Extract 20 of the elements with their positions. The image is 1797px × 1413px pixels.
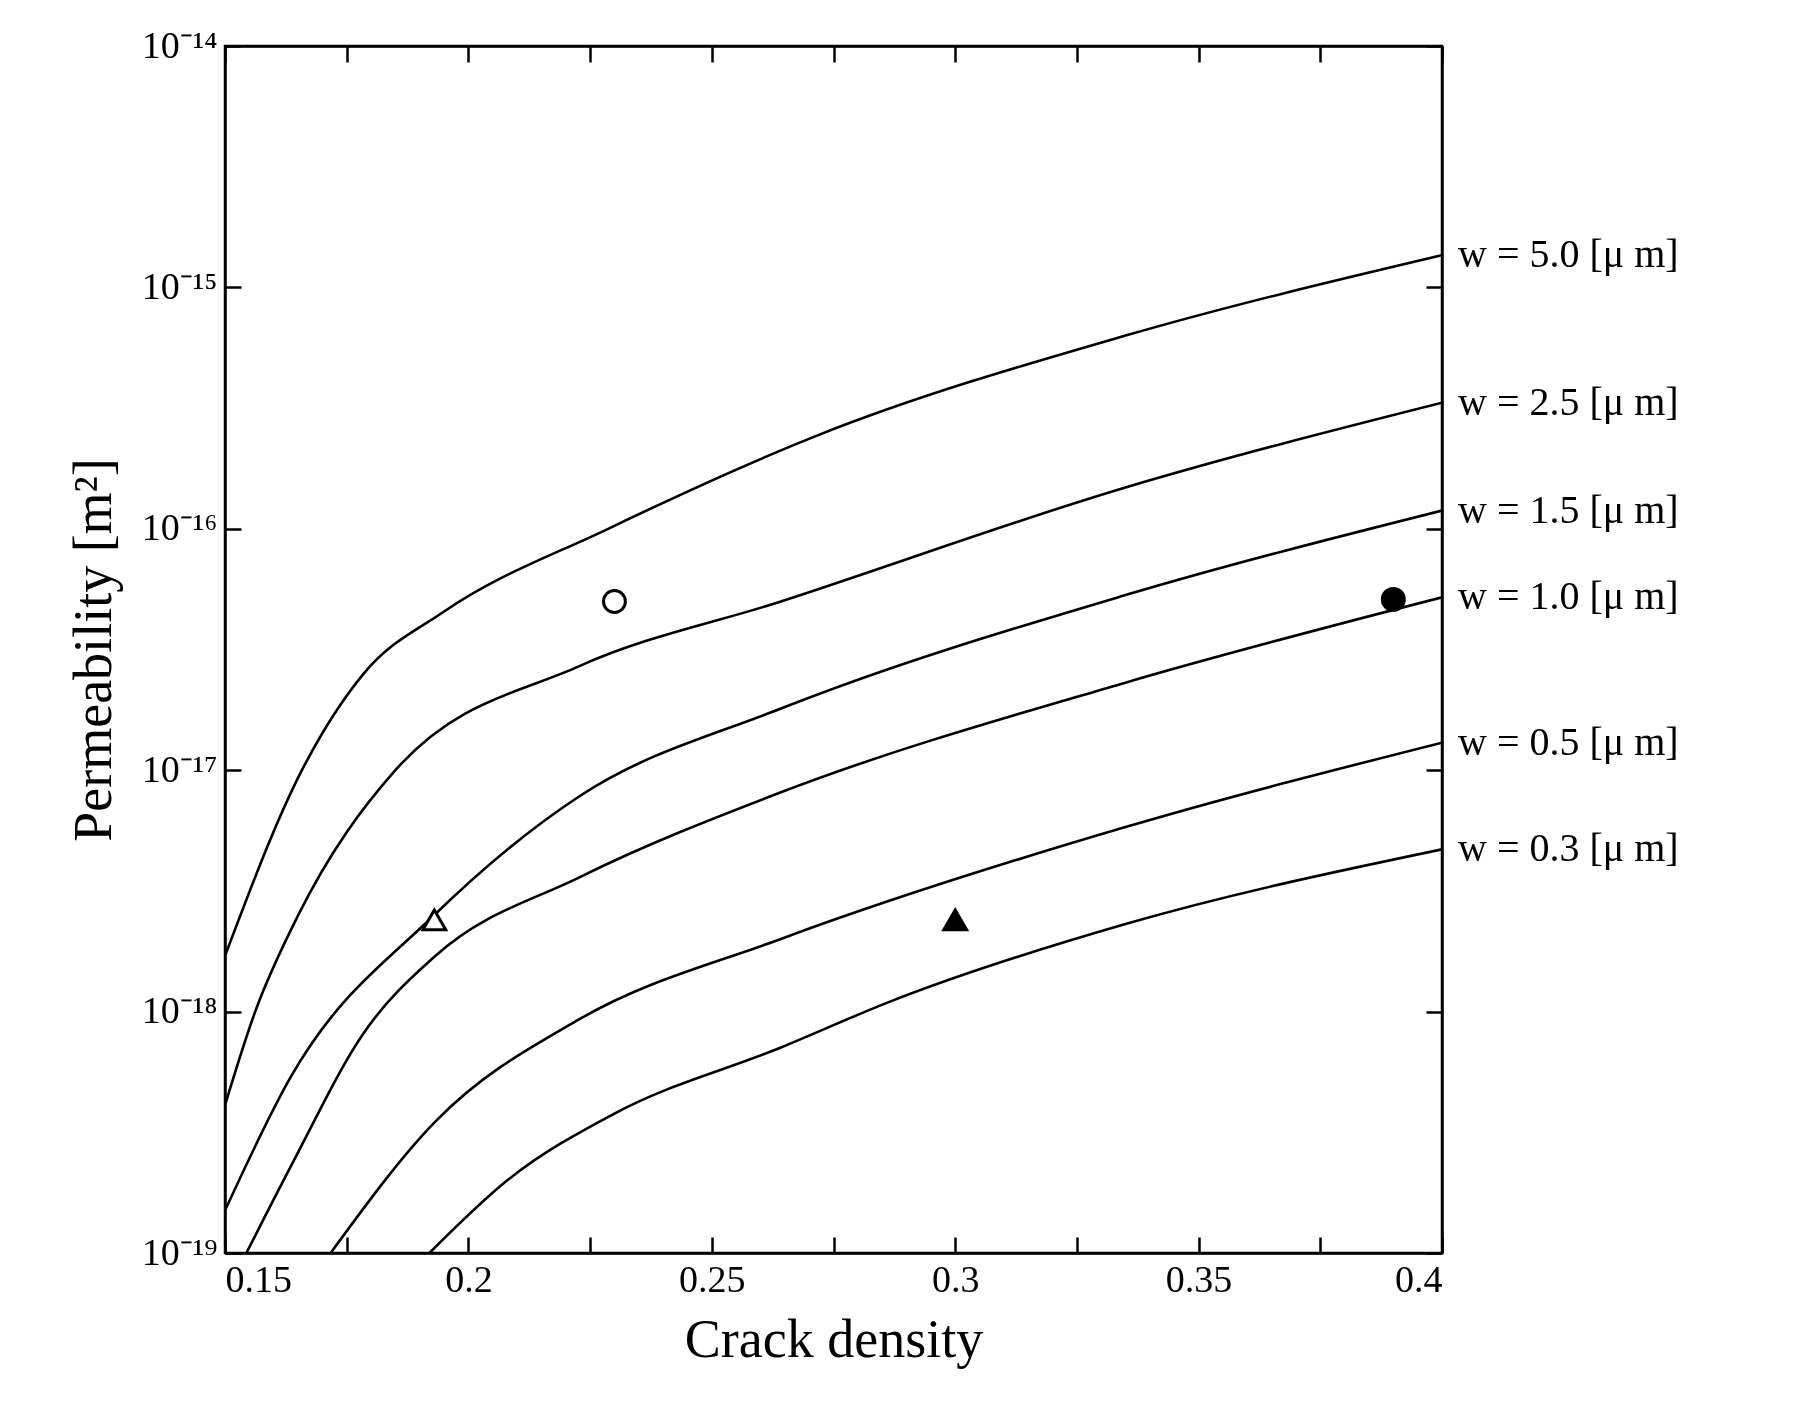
y-tick-label: 10⁻¹⁹ xyxy=(141,1230,218,1273)
y-tick-label: 10⁻¹⁴ xyxy=(141,23,218,66)
y-tick-label: 10⁻¹⁵ xyxy=(141,264,218,307)
y-tick-label: 10⁻¹⁶ xyxy=(141,506,218,549)
x-axis-title: Crack density xyxy=(684,1308,984,1369)
x-tick-label: 0.3 xyxy=(931,1257,980,1300)
x-tick-label: 0.15 xyxy=(225,1257,292,1300)
y-tick-label: 10⁻¹⁷ xyxy=(141,747,218,790)
series-label: w = 5.0 [μ m] xyxy=(1458,231,1679,277)
series-label: w = 0.5 [μ m] xyxy=(1458,718,1679,764)
series-label: w = 1.0 [μ m] xyxy=(1458,573,1679,619)
y-tick-label: 10⁻¹⁸ xyxy=(141,989,218,1032)
x-tick-label: 0.2 xyxy=(445,1257,493,1300)
x-tick-label: 0.4 xyxy=(1395,1257,1443,1300)
series-label: w = 0.3 [μ m] xyxy=(1458,825,1679,871)
series-label: w = 2.5 [μ m] xyxy=(1458,378,1679,424)
x-tick-label: 0.35 xyxy=(1165,1257,1233,1300)
y-axis-title: Permeability [m²] xyxy=(62,458,123,842)
legend-label: w = 1.5 [μ m] xyxy=(1458,486,1679,532)
x-tick-label: 0.25 xyxy=(679,1257,746,1300)
